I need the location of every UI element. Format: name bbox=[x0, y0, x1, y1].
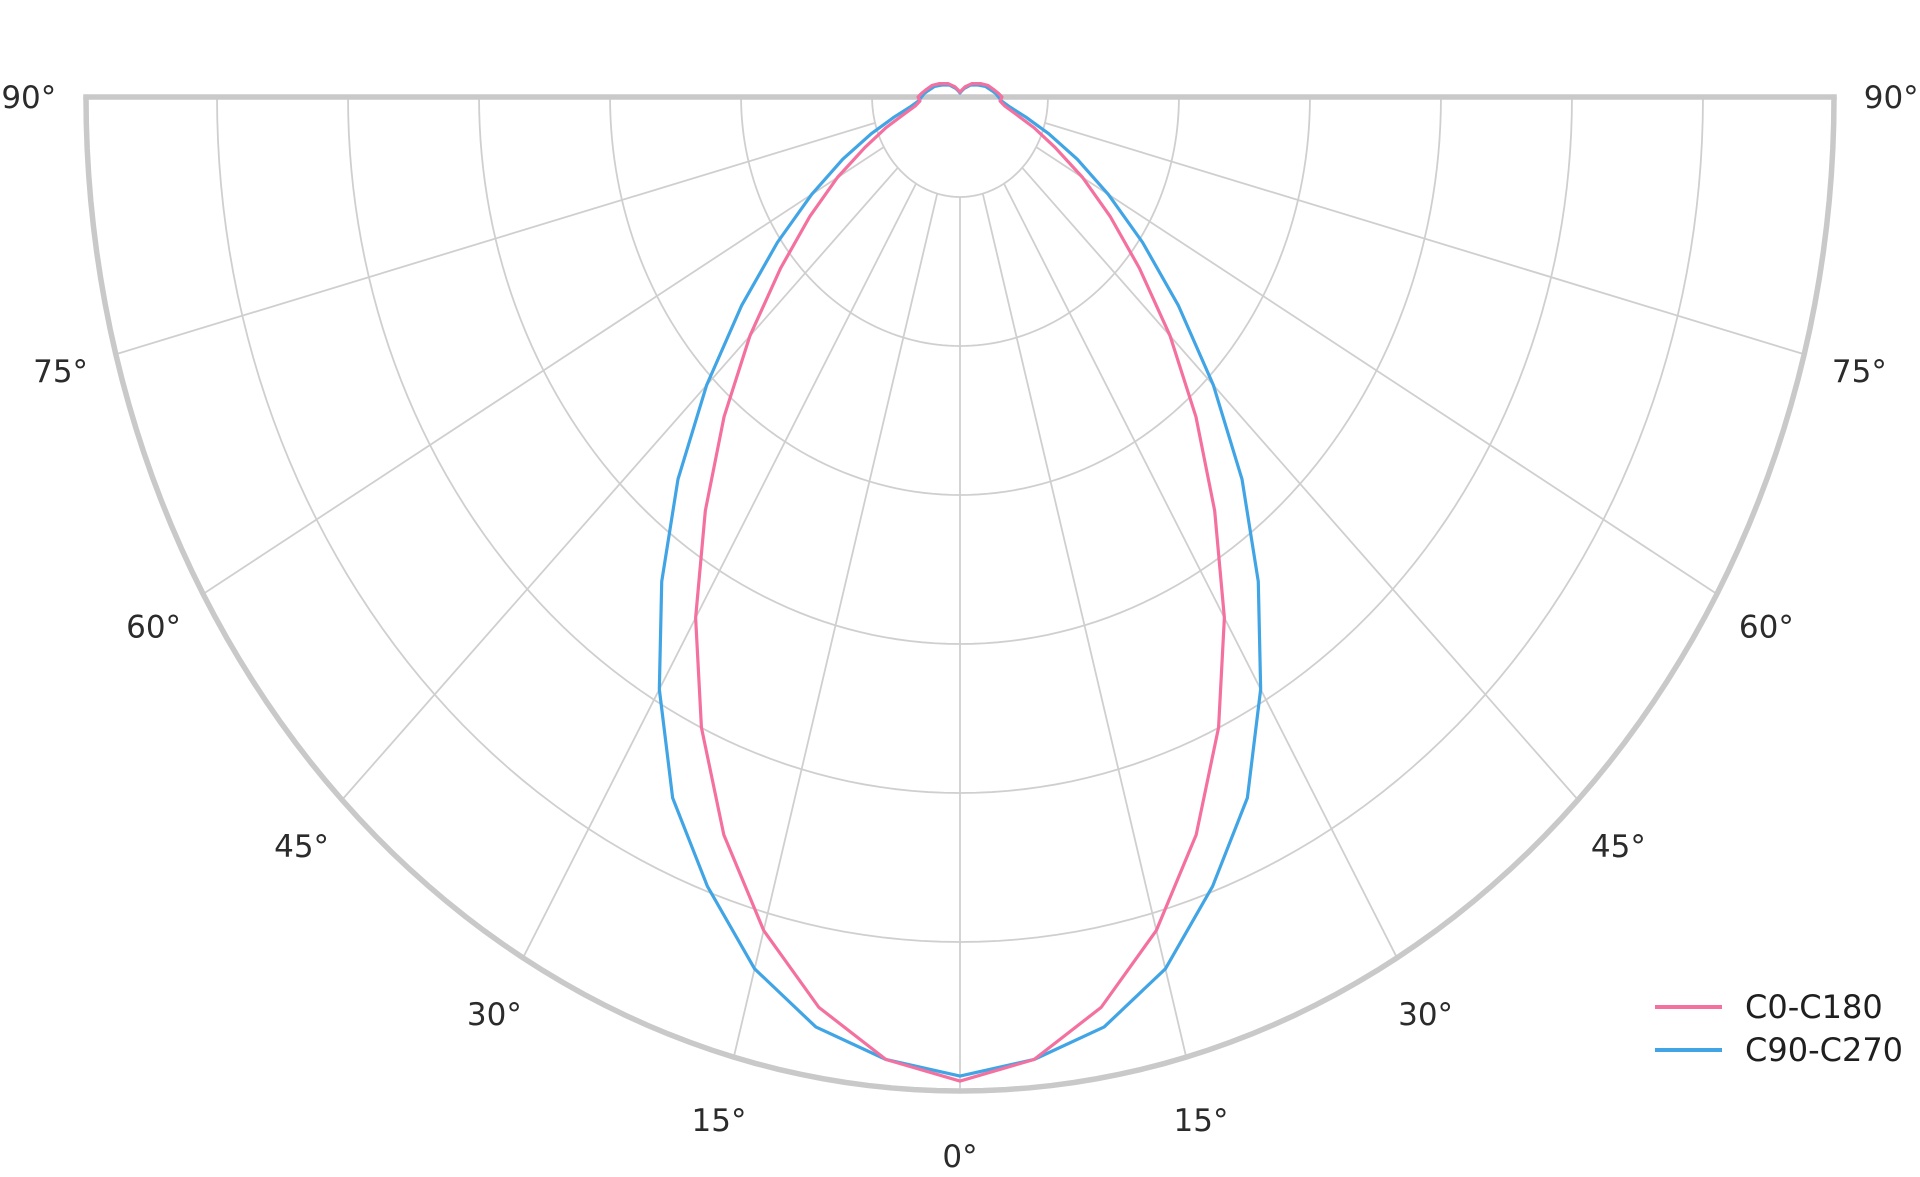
tick-label-left-15: 15° bbox=[692, 1103, 747, 1139]
outer-frame-arc bbox=[83, 96, 1837, 1094]
grid-radial-minus15 bbox=[732, 193, 939, 1058]
tick-label-right-45: 45° bbox=[1591, 829, 1646, 865]
tick-label-left-75: 75° bbox=[33, 354, 88, 390]
grid-radial-minus30 bbox=[522, 183, 917, 959]
angle-tick-labels: 0° 15° 15° 30° 30° 45° 45° 60° 60° 75° 75° 90° 90° bbox=[1, 80, 1918, 1175]
tick-label-right-15: 15° bbox=[1174, 1103, 1229, 1139]
grid-radial-plus30 bbox=[1003, 183, 1398, 959]
intensity-curves bbox=[657, 81, 1263, 1083]
tick-label-right-0: 0° bbox=[942, 1139, 977, 1175]
tick-label-right-30: 30° bbox=[1398, 997, 1453, 1033]
grid-radial-plus15 bbox=[981, 193, 1188, 1058]
tick-label-left-45: 45° bbox=[274, 829, 329, 865]
tick-label-left-60: 60° bbox=[126, 610, 181, 646]
grid-radial-minus60 bbox=[202, 146, 885, 595]
polar-grid bbox=[83, 94, 1837, 1094]
grid-radial-plus60 bbox=[1035, 146, 1718, 595]
legend-label-c90-c270: C90-C270 bbox=[1745, 1031, 1903, 1069]
tick-label-left-30: 30° bbox=[467, 997, 522, 1033]
grid-radial-minus45 bbox=[341, 167, 899, 801]
legend: C0-C180 C90-C270 bbox=[1655, 988, 1903, 1069]
tick-label-right-60: 60° bbox=[1739, 610, 1794, 646]
tick-label-right-75: 75° bbox=[1832, 354, 1887, 390]
grid-radial-minus75 bbox=[115, 122, 876, 356]
grid-radial-plus75 bbox=[1044, 122, 1805, 356]
legend-label-c0-c180: C0-C180 bbox=[1745, 988, 1883, 1026]
curve-c0-c180 bbox=[694, 81, 1226, 1083]
tick-label-right-90: 90° bbox=[1864, 80, 1919, 116]
tick-label-left-90: 90° bbox=[1, 80, 56, 116]
grid-radial-plus45 bbox=[1021, 167, 1579, 801]
grid-ring-0 bbox=[871, 96, 1049, 198]
